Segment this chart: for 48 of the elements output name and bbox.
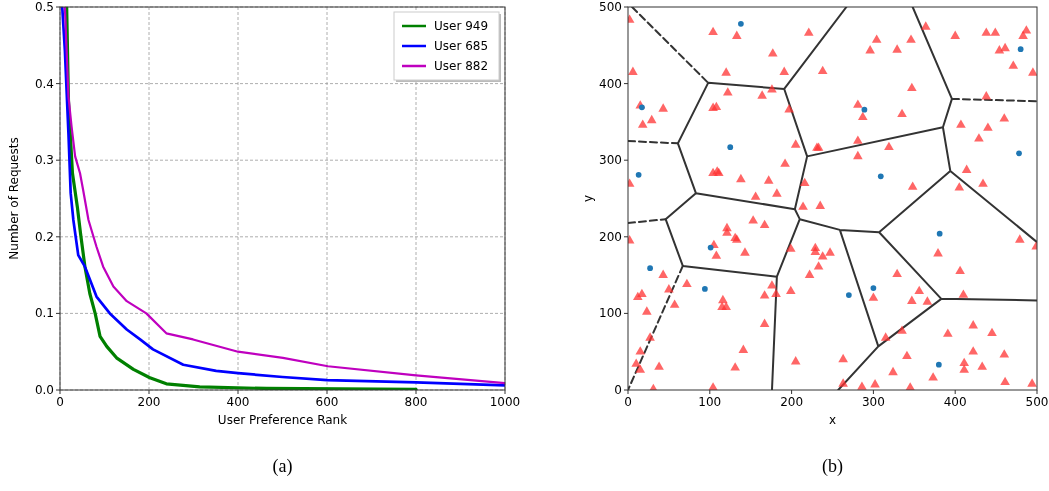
y-tick-label: 0.5 [34, 0, 54, 14]
point [707, 244, 714, 251]
point [738, 20, 744, 27]
point [861, 106, 868, 113]
point [1017, 46, 1024, 52]
point [936, 230, 943, 237]
y-tick-label: 300 [599, 153, 622, 168]
point [639, 104, 645, 111]
point [1016, 150, 1022, 157]
x-tick-label: 0 [56, 395, 64, 409]
point [935, 361, 942, 368]
text: (a) [272, 456, 293, 477]
x-axis-title: x [828, 413, 837, 427]
y-tick-label: 100 [599, 306, 622, 321]
point [845, 292, 852, 298]
text: (b) [822, 456, 843, 477]
x-tick-label: 800 [404, 395, 428, 409]
y-tick-label: 0.3 [34, 153, 54, 168]
y-tick-label: 200 [599, 229, 622, 244]
x-tick-label: 400 [226, 395, 250, 409]
point [647, 265, 653, 272]
x-axis-title: User Preference Rank [217, 413, 348, 427]
y-tick-label: 0.0 [34, 383, 54, 397]
y-axis-title: Number of Requests [7, 137, 21, 260]
x-tick-label: 1000 [489, 395, 521, 409]
point [702, 286, 708, 292]
y-tick-label: 0 [614, 383, 622, 397]
point [870, 285, 877, 291]
y-tick-label: 0.2 [34, 229, 54, 244]
x-tick-label: 200 [780, 395, 804, 409]
x-tick-label: 300 [861, 395, 885, 409]
x-tick-label: 500 [1025, 395, 1049, 409]
y-tick-label: 0.1 [34, 306, 54, 321]
y-tick-label: 400 [599, 76, 622, 91]
point [727, 144, 734, 151]
y-tick-label: 500 [599, 0, 622, 14]
x-tick-label: 200 [137, 395, 161, 409]
y-tick-label: 0.4 [34, 76, 54, 91]
x-tick-label: 600 [315, 395, 339, 409]
x-tick-label: 100 [698, 395, 722, 409]
legend-label: User 882 [434, 59, 489, 73]
x-tick-label: 0 [624, 395, 632, 409]
point [877, 173, 884, 180]
x-tick-label: 400 [943, 395, 967, 409]
legend-label: User 949 [434, 19, 489, 33]
y-axis-title: y [581, 194, 595, 203]
legend-label: User 685 [434, 39, 489, 53]
point [635, 171, 642, 178]
